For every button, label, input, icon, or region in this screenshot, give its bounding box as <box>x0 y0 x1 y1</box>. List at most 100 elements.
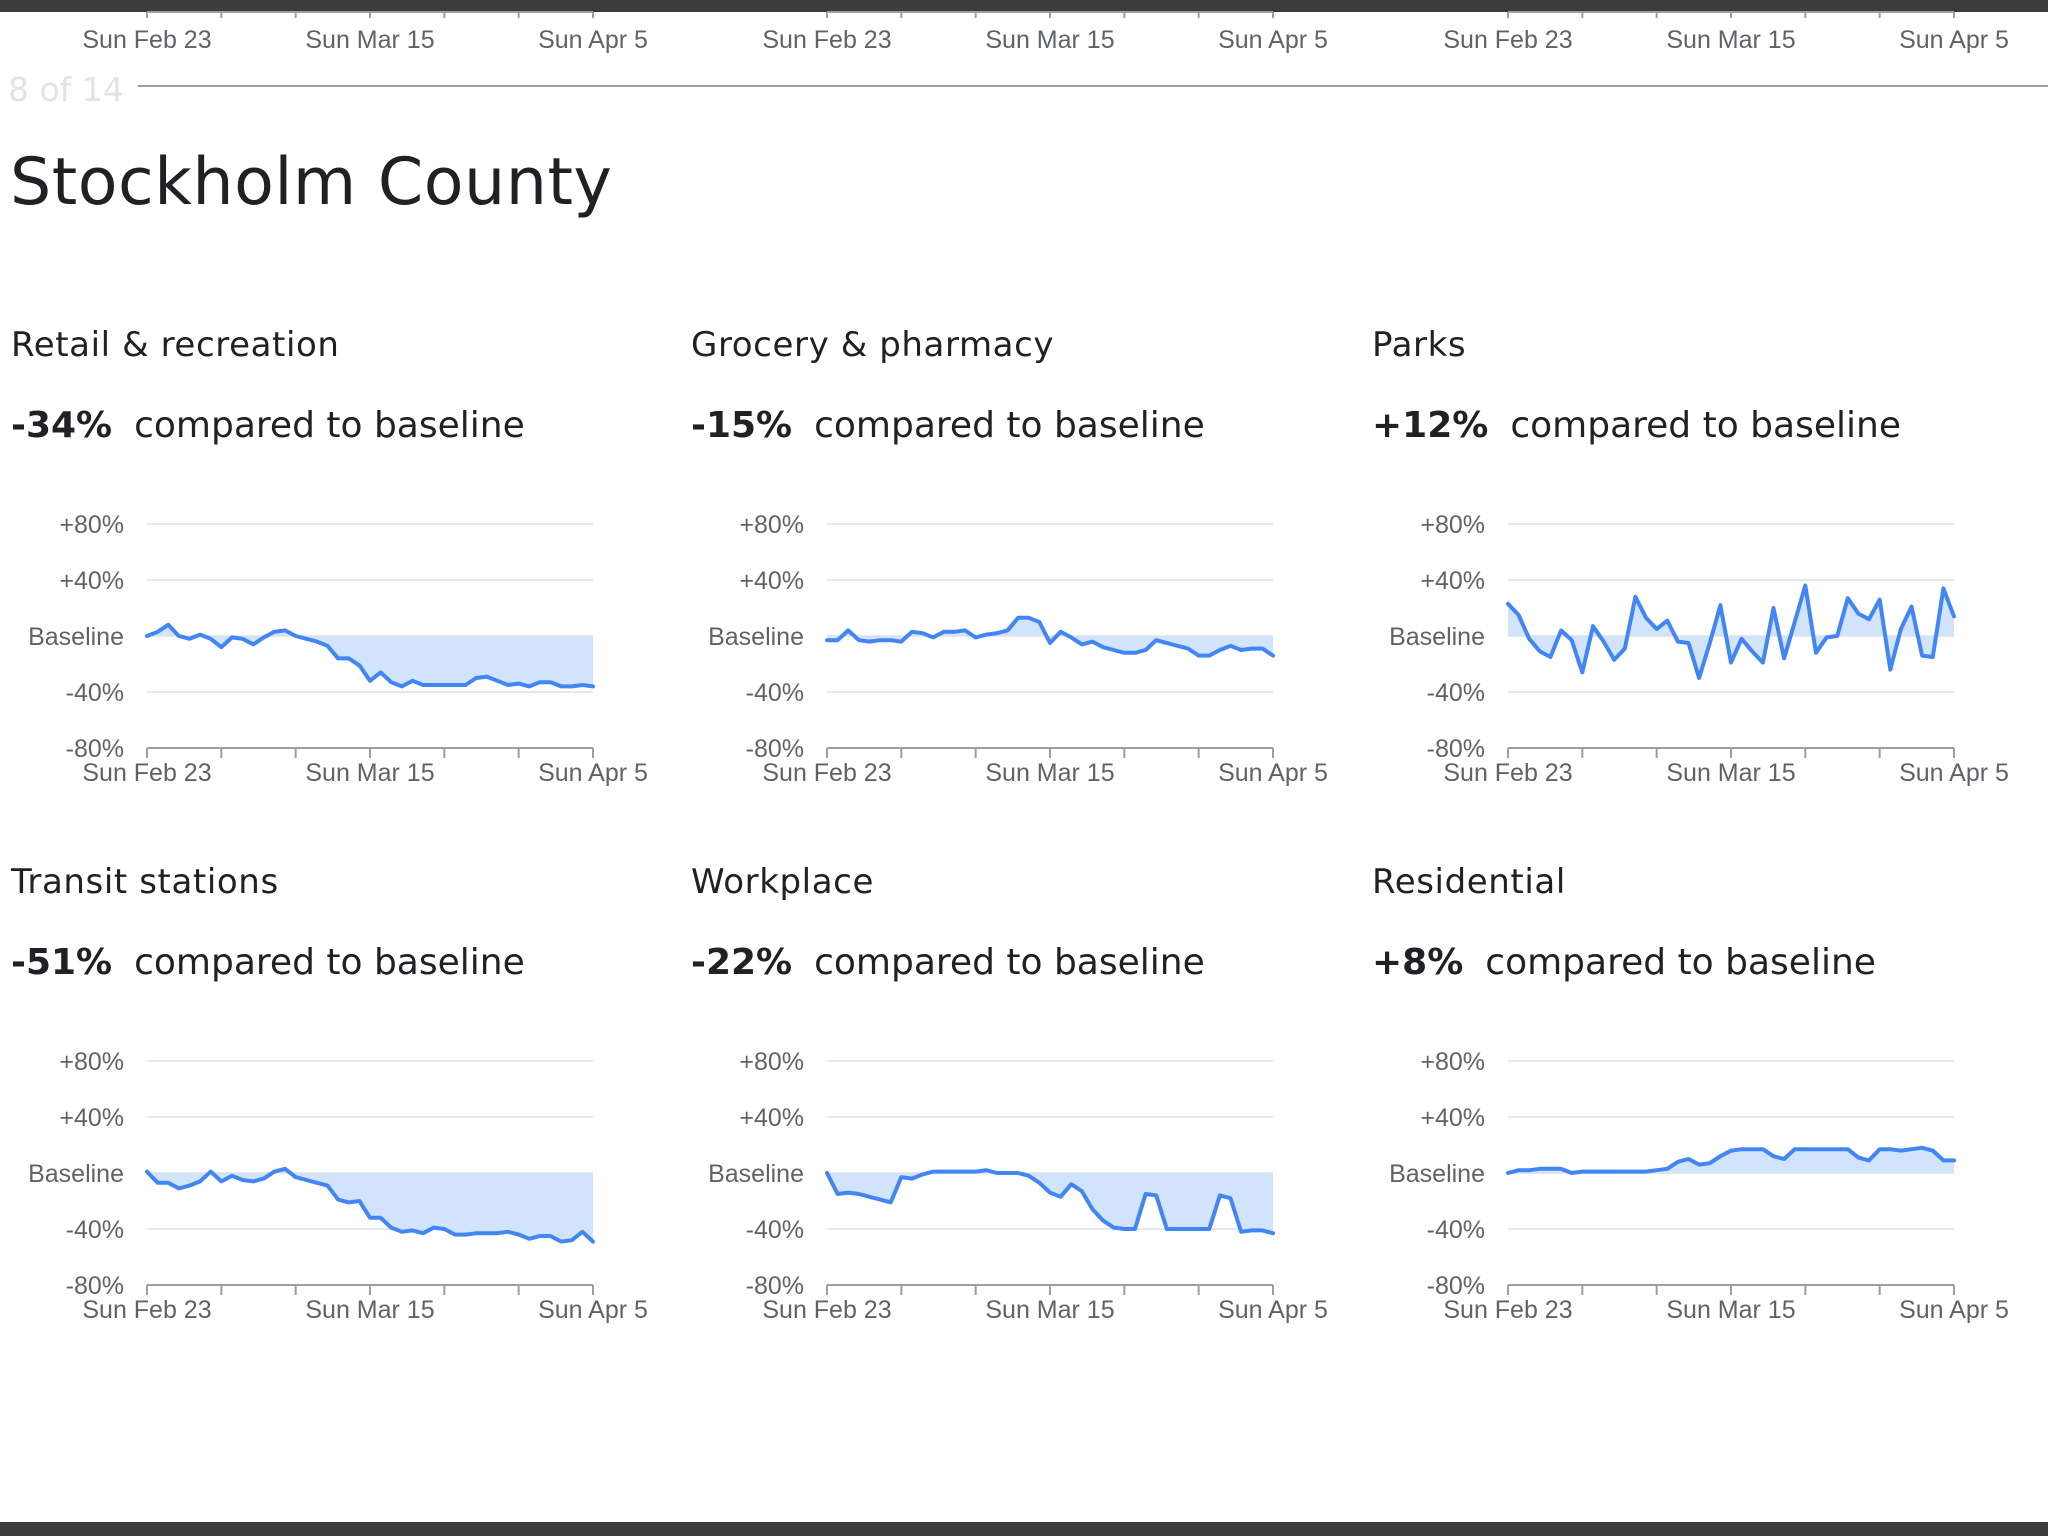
panel-title: Residential <box>1372 862 1566 902</box>
x-tick-label: Sun Mar 15 <box>985 759 1114 787</box>
y-tick-label: -40% <box>1427 1216 1485 1244</box>
top-strip-axis-3: Sun Feb 23 Sun Mar 15 Sun Apr 5 <box>1443 11 2009 54</box>
headline-stat: -22% compared to baseline <box>691 942 1205 983</box>
headline-stat: +8% compared to baseline <box>1372 942 1876 983</box>
baseline-diff-area <box>827 1170 1273 1234</box>
y-tick-label: +40% <box>1420 567 1485 595</box>
x-tick-label: Sun Apr 5 <box>1899 759 2009 787</box>
top-strip-x-label: Sun Apr 5 <box>1218 26 1328 54</box>
y-tick-label: +40% <box>739 1104 804 1132</box>
y-tick-label: +80% <box>739 511 804 539</box>
baseline-diff-area <box>827 617 1273 656</box>
x-tick-label: Sun Apr 5 <box>1218 759 1328 787</box>
series-line <box>1506 583 1956 680</box>
y-tick-label: -80% <box>746 735 804 763</box>
y-tick-label: +80% <box>59 511 124 539</box>
y-tick-label: Baseline <box>1389 1160 1485 1188</box>
top-strip-x-label: Sun Apr 5 <box>1899 26 2009 54</box>
chart-panel-residential: Residential +8% compared to baseline +80% +4… <box>1371 862 2048 1382</box>
chart-panel-retail-recreation: Retail & recreation -34% compared to basel… <box>10 325 691 845</box>
headline-value: +8% <box>1372 942 1464 983</box>
x-tick-label: Sun Mar 15 <box>305 759 434 787</box>
y-tick-label: Baseline <box>708 623 804 651</box>
x-tick-label: Sun Mar 15 <box>1666 1296 1795 1324</box>
page-title: Stockholm County <box>10 145 613 220</box>
chart-panel-grocery-pharmacy: Grocery & pharmacy -15% compared to baseli… <box>690 325 1371 845</box>
y-tick-label: -40% <box>66 679 124 707</box>
headline-suffix: compared to baseline <box>134 942 525 983</box>
x-tick-label: Sun Apr 5 <box>1218 1296 1328 1324</box>
top-strip-x-label: Sun Apr 5 <box>538 26 648 54</box>
top-strip-x-label: Sun Feb 23 <box>1443 26 1572 54</box>
y-tick-label: -80% <box>66 1272 124 1300</box>
top-strip-axis-1: Sun Feb 23 Sun Mar 15 Sun Apr 5 <box>82 11 648 54</box>
headline-suffix: compared to baseline <box>134 405 525 446</box>
top-strip-x-label: Sun Mar 15 <box>1666 26 1795 54</box>
y-tick-label: -80% <box>1427 735 1485 763</box>
y-tick-label: Baseline <box>1389 623 1485 651</box>
x-tick-label: Sun Feb 23 <box>1443 759 1572 787</box>
y-tick-label: -80% <box>1427 1272 1485 1300</box>
panel-title: Transit stations <box>11 862 279 902</box>
y-tick-label: +40% <box>59 1104 124 1132</box>
y-tick-label: +80% <box>1420 1048 1485 1076</box>
x-tick-label: Sun Mar 15 <box>1666 759 1795 787</box>
line-chart: +80% +40% Baseline -40% -80%Sun Feb 23 Sun Ma… <box>1389 511 2009 787</box>
x-tick-label: Sun Apr 5 <box>538 759 648 787</box>
y-tick-label: -40% <box>1427 679 1485 707</box>
panel-title: Grocery & pharmacy <box>691 325 1055 365</box>
x-tick-label: Sun Feb 23 <box>1443 1296 1572 1324</box>
y-tick-label: -40% <box>66 1216 124 1244</box>
headline-value: -51% <box>11 942 113 983</box>
top-strip-x-label: Sun Mar 15 <box>985 26 1114 54</box>
headline-stat: -34% compared to baseline <box>11 405 525 446</box>
top-window-bar <box>0 0 2048 12</box>
top-strip-x-label: Sun Feb 23 <box>82 26 211 54</box>
headline-suffix: compared to baseline <box>814 942 1205 983</box>
bottom-window-bar <box>0 1522 2048 1536</box>
headline-value: -22% <box>691 942 793 983</box>
line-chart: +80% +40% Baseline -40% -80%Sun Feb 23 Sun Ma… <box>708 1048 1328 1324</box>
top-strip-x-label: Sun Mar 15 <box>305 26 434 54</box>
x-tick-label: Sun Apr 5 <box>538 1296 648 1324</box>
headline-suffix: compared to baseline <box>814 405 1205 446</box>
baseline-diff-area <box>147 1168 593 1242</box>
x-tick-label: Sun Feb 23 <box>82 1296 211 1324</box>
series-line <box>145 1166 595 1244</box>
chart-panel-parks: Parks +12% compared to baseline +80% +40% Bas… <box>1371 325 2048 845</box>
y-tick-label: Baseline <box>28 1160 124 1188</box>
headline-value: -34% <box>11 405 113 446</box>
x-tick-label: Sun Mar 15 <box>985 1296 1114 1324</box>
chart-panel-workplace: Workplace -22% compared to baseline +80% +40… <box>690 862 1371 1382</box>
headline-stat: -51% compared to baseline <box>11 942 525 983</box>
headline-value: +12% <box>1372 405 1489 446</box>
y-tick-label: -80% <box>66 735 124 763</box>
y-tick-label: +40% <box>1420 1104 1485 1132</box>
y-tick-label: +80% <box>1420 511 1485 539</box>
y-tick-label: +40% <box>739 567 804 595</box>
line-chart: +80% +40% Baseline -40% -80%Sun Feb 23 Sun Ma… <box>28 511 648 787</box>
top-strip-axis-2: Sun Feb 23 Sun Mar 15 Sun Apr 5 <box>762 11 1328 54</box>
baseline-diff-area <box>147 624 593 687</box>
panel-title: Retail & recreation <box>11 325 340 365</box>
series-line <box>145 622 595 689</box>
panel-title: Workplace <box>691 862 874 902</box>
y-tick-label: Baseline <box>708 1160 804 1188</box>
line-chart: +80% +40% Baseline -40% -80%Sun Feb 23 Sun Ma… <box>1389 1048 2009 1324</box>
y-tick-label: +80% <box>739 1048 804 1076</box>
page-indicator: 8 of 14 <box>8 70 124 109</box>
x-tick-label: Sun Feb 23 <box>82 759 211 787</box>
panel-title: Parks <box>1372 325 1467 365</box>
y-tick-label: +80% <box>59 1048 124 1076</box>
headline-suffix: compared to baseline <box>1510 405 1901 446</box>
series-line <box>1506 1145 1956 1175</box>
line-chart: +80% +40% Baseline -40% -80%Sun Feb 23 Sun Ma… <box>708 511 1328 787</box>
headline-value: -15% <box>691 405 793 446</box>
top-strip-x-label: Sun Feb 23 <box>762 26 891 54</box>
x-tick-label: Sun Apr 5 <box>1899 1296 2009 1324</box>
headline-stat: +12% compared to baseline <box>1372 405 1901 446</box>
headline-suffix: compared to baseline <box>1485 942 1876 983</box>
y-tick-label: -40% <box>746 679 804 707</box>
x-tick-label: Sun Mar 15 <box>305 1296 434 1324</box>
x-tick-label: Sun Feb 23 <box>762 1296 891 1324</box>
